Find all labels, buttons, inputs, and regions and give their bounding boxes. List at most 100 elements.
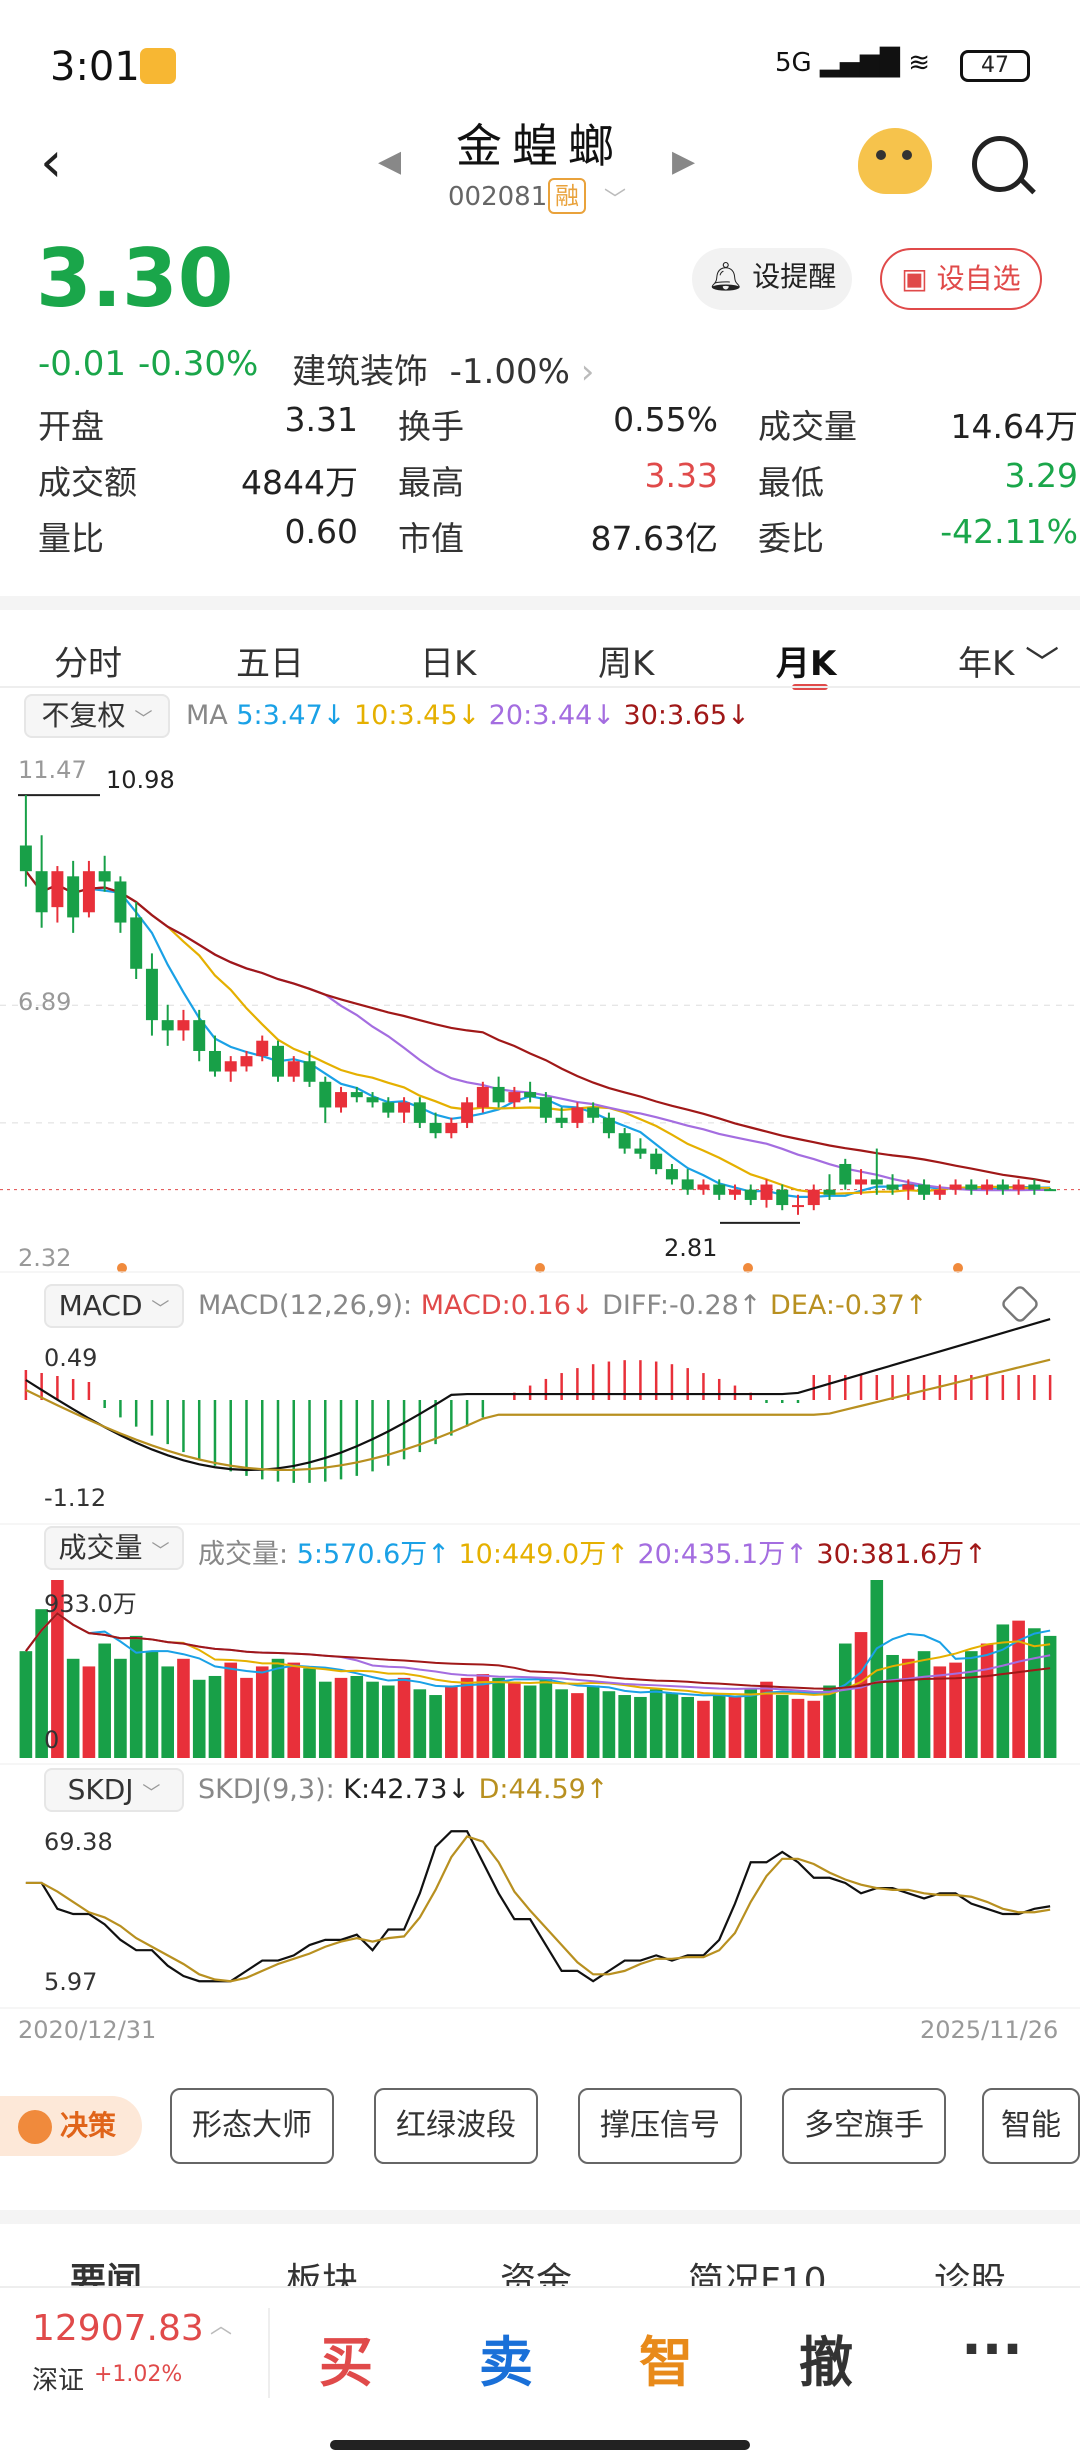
volume-bar	[460, 1677, 474, 1758]
tab-3[interactable]: 周K	[598, 644, 655, 684]
buy-button[interactable]: 买	[319, 2331, 373, 2394]
tab-4[interactable]: 月K	[776, 644, 837, 684]
volume-bar	[523, 1685, 537, 1758]
event-marker	[117, 1263, 127, 1273]
next-stock-icon[interactable]: ▶	[672, 144, 696, 179]
tool-button[interactable]: 多空旗手	[782, 2088, 946, 2164]
volume-bar	[1043, 1635, 1057, 1758]
candle-body	[492, 1086, 505, 1103]
tool-button[interactable]: 撑压信号	[578, 2088, 742, 2164]
add-favorite-button[interactable]: ▣ 设自选	[880, 248, 1042, 310]
back-icon[interactable]: ‹	[40, 130, 63, 195]
tab-0[interactable]: 分时	[54, 644, 122, 684]
fq-selector[interactable]: 不复权 ﹀	[24, 694, 170, 738]
candle-body	[256, 1040, 269, 1057]
volume-bar	[634, 1696, 647, 1758]
search-icon[interactable]	[972, 136, 1036, 195]
volume-bar	[492, 1677, 505, 1758]
diff-value: DIFF:-0.28↑	[602, 1290, 762, 1321]
tool-button[interactable]: 形态大师	[170, 2088, 334, 2164]
volume-bar	[555, 1689, 568, 1758]
candle-body	[208, 1050, 221, 1072]
tab-2[interactable]: 日K	[420, 644, 477, 684]
tool-button[interactable]: 红绿波段	[374, 2088, 538, 2164]
margin-badge: 融	[548, 178, 586, 214]
candle-body	[855, 1179, 868, 1185]
macd-selector[interactable]: MACD ﹀	[44, 1284, 184, 1328]
tool-button[interactable]: 智能	[982, 2088, 1080, 2164]
candle-body	[665, 1169, 678, 1180]
stock-name: 金蝗螂	[456, 119, 624, 173]
chat-icon: ▣	[901, 262, 928, 295]
sell-button[interactable]: 卖	[479, 2331, 533, 2394]
sector-link[interactable]: 建筑装饰 -1.00% ›	[292, 344, 594, 393]
candle-body	[713, 1184, 726, 1195]
candle-body	[792, 1205, 804, 1208]
candle-body	[272, 1045, 284, 1077]
skdj-legend: SKDJ(9,3): K:42.73↓ D:44.59↑	[198, 1774, 608, 1805]
candle-body	[902, 1184, 915, 1190]
volume-bar	[224, 1662, 238, 1758]
set-alert-button[interactable]: 🔔︎ 设提醒	[692, 248, 852, 310]
event-marker	[953, 1263, 963, 1273]
candle-body	[571, 1107, 584, 1123]
stat-label: 成交量	[758, 407, 857, 446]
stat-value: 4844万	[241, 463, 358, 502]
candle-body	[382, 1102, 395, 1113]
set-alert-label: 设提醒	[752, 260, 837, 293]
candle-body	[1044, 1189, 1057, 1192]
date-start-label: 2020/12/31	[18, 2016, 157, 2044]
ma-value: 30:3.65↓	[623, 700, 750, 731]
candle-body	[602, 1117, 615, 1134]
kline-chart	[0, 794, 1080, 1273]
volume-bar	[965, 1651, 978, 1758]
cancel-order-button[interactable]: 撤	[799, 2331, 853, 2394]
volume-bar	[902, 1658, 915, 1758]
d-value: D:44.59↑	[478, 1774, 609, 1805]
candle-body	[130, 917, 143, 969]
ma-line	[25, 870, 1051, 1195]
candle-body	[445, 1122, 458, 1134]
index-value[interactable]: 12907.83	[32, 2308, 204, 2349]
volume-bar	[980, 1643, 994, 1758]
chevron-down-icon[interactable]: ﹀	[604, 188, 627, 213]
chevron-up-icon[interactable]: ︿	[210, 2314, 233, 2339]
candle-body	[476, 1086, 489, 1108]
macd-title: MACD	[58, 1289, 143, 1322]
low-marker-label: 2.81	[664, 1234, 718, 1262]
macd-params: MACD(12,26,9):	[198, 1290, 413, 1321]
candle-body	[539, 1097, 552, 1118]
candle-body	[82, 871, 95, 913]
candle-body	[319, 1081, 332, 1108]
skdj-selector[interactable]: SKDJ ﹀	[44, 1768, 184, 1812]
volume-bar	[760, 1681, 773, 1758]
volume-ma-value: 5:570.6万↑	[296, 1539, 450, 1570]
volume-bar	[271, 1658, 285, 1758]
stat-value: 3.33	[644, 456, 718, 495]
tab-5[interactable]: 年K ﹀	[958, 644, 1060, 684]
home-indicator	[330, 2440, 750, 2450]
prev-stock-icon[interactable]: ◀	[378, 144, 402, 179]
volume-selector[interactable]: 成交量 ﹀	[44, 1526, 184, 1570]
volume-bar	[161, 1666, 174, 1758]
volume-title: 成交量	[58, 1531, 143, 1564]
smart-button[interactable]: 智	[639, 2331, 693, 2394]
mascot-icon[interactable]	[858, 128, 932, 194]
divider	[268, 2308, 270, 2398]
candle-body	[618, 1133, 631, 1149]
volume-bar	[949, 1662, 962, 1758]
candle-body	[35, 871, 48, 913]
macd-ymax-label: 0.49	[44, 1344, 98, 1372]
candle-body	[918, 1184, 931, 1195]
candle-body	[587, 1107, 600, 1118]
volume-bar	[114, 1658, 127, 1758]
candle-body	[508, 1092, 521, 1103]
tab-1[interactable]: 五日	[236, 644, 304, 684]
more-button[interactable]: ···	[961, 2318, 1023, 2381]
stat-value: 14.64万	[950, 407, 1078, 446]
sector-pct: -1.00%	[449, 352, 570, 392]
candle-body	[886, 1184, 899, 1190]
divider	[0, 686, 1080, 688]
volume-bar	[886, 1654, 899, 1758]
volume-bar	[35, 1609, 48, 1758]
